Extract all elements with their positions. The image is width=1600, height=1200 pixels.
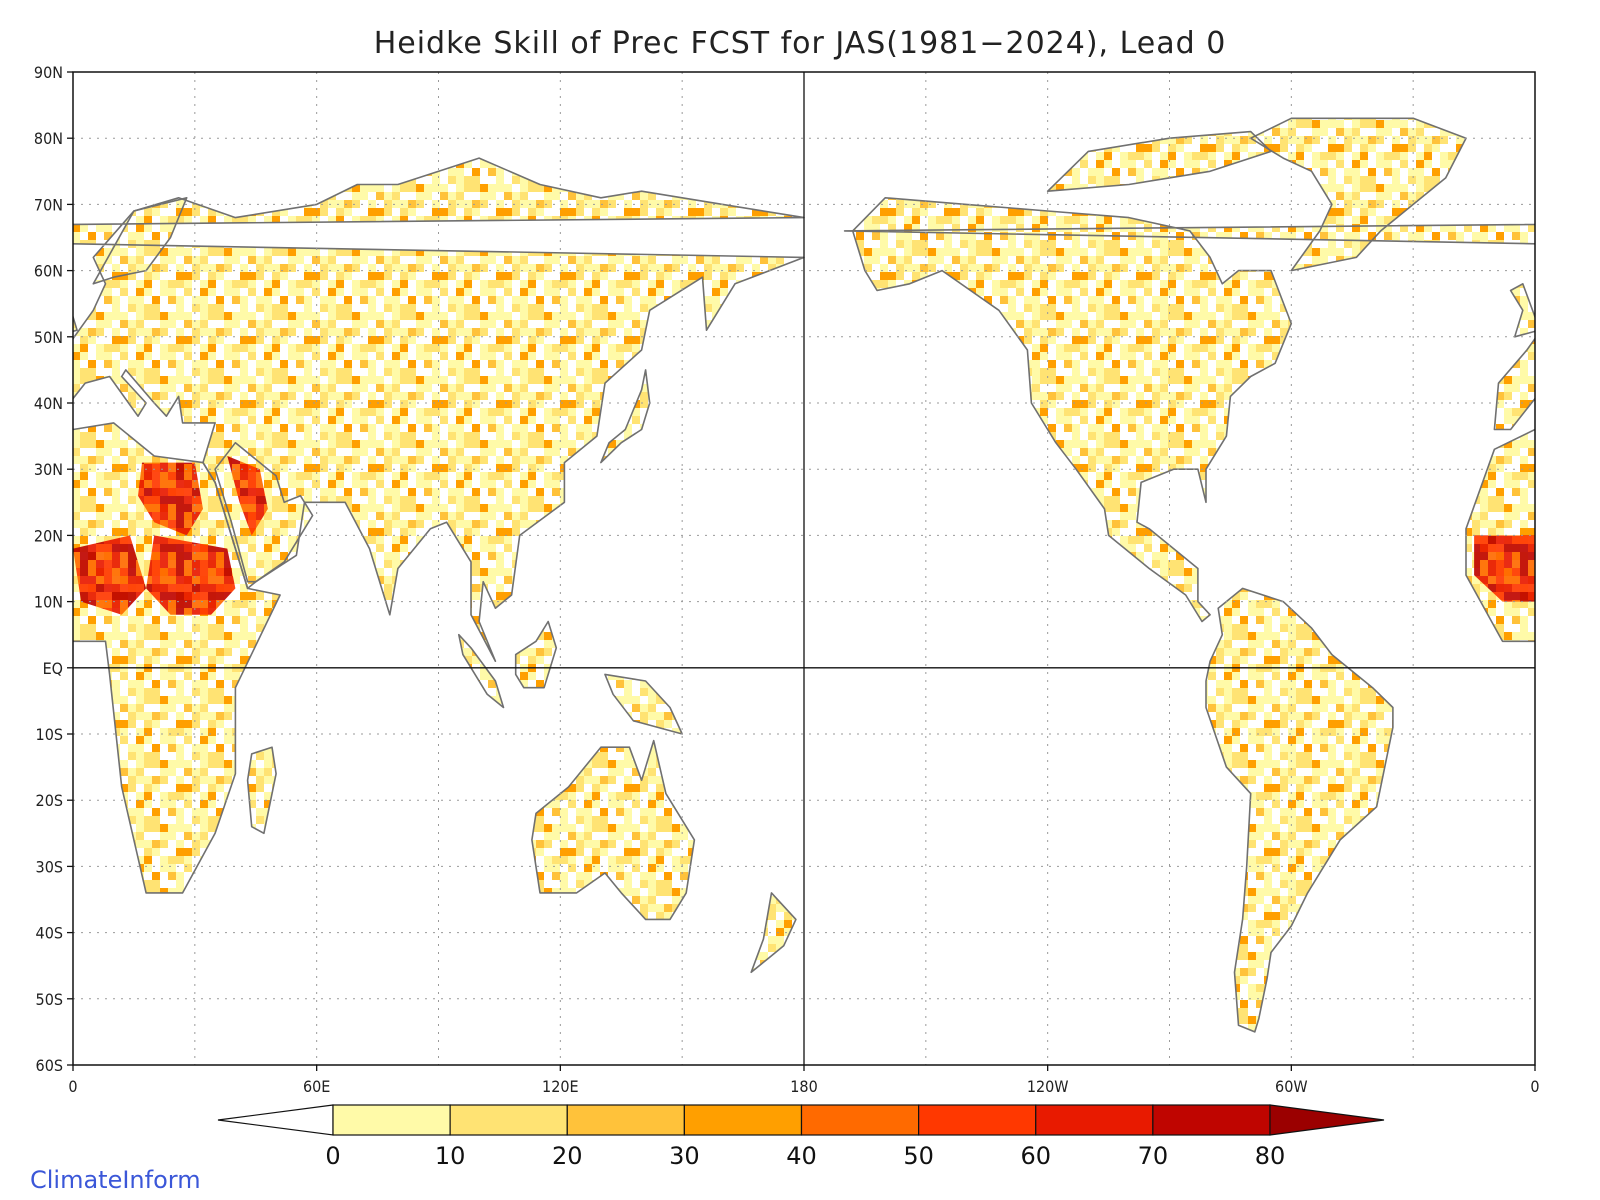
- lat-tick-label: 20N: [34, 526, 63, 545]
- colorbar-segment: [1152, 1104, 1271, 1136]
- land-region: [600, 369, 650, 463]
- colorbar-segment: [332, 1104, 451, 1136]
- colorbar-tick-label: 80: [1255, 1142, 1286, 1170]
- colorbar-tick-label: 40: [786, 1142, 817, 1170]
- colorbar-tick-label: 10: [435, 1142, 466, 1170]
- coastline: [750, 892, 797, 974]
- land-region: [605, 674, 683, 734]
- land-region: [751, 892, 796, 973]
- coastline: [73, 422, 281, 894]
- coastline: [531, 739, 696, 921]
- coastline: [246, 746, 277, 835]
- lat-tick-label: 30S: [36, 857, 63, 876]
- colorbar: 0 10 20 30 40 50 60 70 80: [217, 1104, 1385, 1170]
- chart-title: Heidke Skill of Prec FCST for JAS(1981−2…: [373, 26, 1227, 61]
- credit-label: ClimateInform: [30, 1166, 201, 1194]
- coastline-outline: [73, 117, 1535, 1033]
- lat-tick-label: 10N: [34, 593, 63, 612]
- coastline: [73, 157, 805, 662]
- lat-tick-label: 60S: [36, 1056, 63, 1075]
- coastline: [73, 314, 78, 333]
- lat-tick-label: 10S: [36, 725, 63, 744]
- lon-tick-label: 120W: [1027, 1077, 1069, 1096]
- lat-tick-label: 60N: [34, 262, 63, 281]
- colorbar-tick-label: 60: [1020, 1142, 1051, 1170]
- colorbar-segment: [683, 1104, 803, 1136]
- high-skill-region: [73, 535, 147, 615]
- land-region: [1250, 118, 1466, 271]
- colorbar-tick-label: 0: [325, 1142, 340, 1170]
- land-region: [458, 634, 504, 708]
- land-region: [247, 747, 277, 834]
- skill-field: [73, 118, 1535, 1032]
- coastline: [214, 441, 314, 583]
- coastline: [1046, 130, 1272, 192]
- lon-tick-label: 60W: [1275, 1077, 1308, 1096]
- colorbar-tick-label: 20: [552, 1142, 583, 1170]
- colorbar-under-triangle: [217, 1104, 334, 1136]
- land-region: [1466, 429, 1535, 642]
- land-region: [1047, 131, 1271, 192]
- lon-tick-label: 60E: [303, 1077, 330, 1096]
- lat-tick-label: 40N: [34, 394, 63, 413]
- lon-tick-label: 180: [790, 1077, 817, 1096]
- colorbar-segment: [1035, 1104, 1154, 1136]
- colorbar-tick-label: 50: [903, 1142, 934, 1170]
- lat-tick-label: EQ: [43, 659, 63, 678]
- high-skill-region: [138, 462, 203, 536]
- land-region: [93, 197, 187, 284]
- land-region: [515, 621, 557, 688]
- coastline: [92, 197, 188, 285]
- land-region: [531, 740, 695, 920]
- colorbar-segment: [566, 1104, 685, 1136]
- lat-tick-label: 40S: [36, 924, 63, 943]
- lat-tick-label: 50S: [36, 990, 63, 1009]
- coastline: [851, 197, 1293, 623]
- lon-tick-label: 0: [68, 1077, 77, 1096]
- lat-tick-label: 20S: [36, 791, 63, 810]
- lon-tick-label: 120E: [542, 1077, 579, 1096]
- colorbar-tick-label: 30: [669, 1142, 700, 1170]
- lat-tick-label: 90N: [34, 63, 63, 82]
- axes: 90N 80N 70N 60N 50N 40N 30N 20N 10N EQ 10S 20S 30S 40…: [34, 63, 1540, 1096]
- map-grid: [73, 72, 1535, 1065]
- lat-tick-label: 80N: [34, 129, 63, 148]
- coastline: [604, 673, 683, 735]
- coastline: [1509, 283, 1535, 338]
- coastline: [458, 633, 505, 709]
- coastline: [1249, 117, 1467, 272]
- land-region: [1206, 588, 1393, 1032]
- colorbar-segment: [449, 1104, 568, 1136]
- colorbar-tick-label: 70: [1138, 1142, 1169, 1170]
- coastline: [1205, 587, 1394, 1033]
- colorbar-segment: [918, 1104, 1037, 1136]
- colorbar-over-triangle: [1269, 1104, 1385, 1136]
- colorbar-segment: [800, 1104, 920, 1136]
- lat-tick-label: 30N: [34, 460, 63, 479]
- high-skill-region: [1474, 535, 1535, 602]
- land-region: [852, 197, 1292, 622]
- lat-tick-label: 70N: [34, 195, 63, 214]
- lat-tick-label: 50N: [34, 328, 63, 347]
- high-skill-region: [227, 456, 268, 536]
- lon-tick-label: 0: [1530, 1077, 1539, 1096]
- coastline: [600, 369, 651, 464]
- high-skill-region: [146, 535, 236, 615]
